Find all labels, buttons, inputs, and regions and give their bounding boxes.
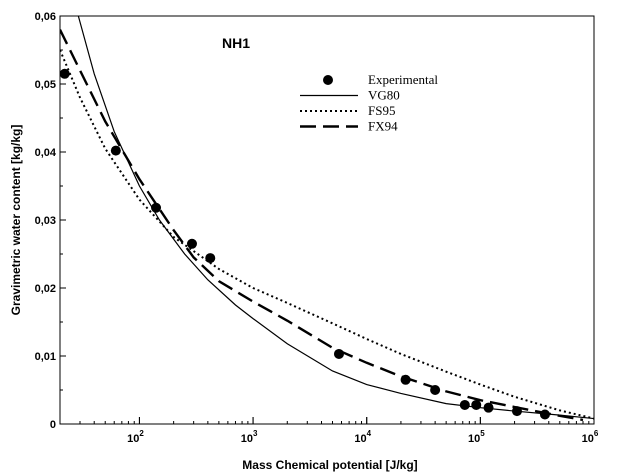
legend-label-fx94: FX94	[368, 119, 398, 134]
y-tick-label: 0,03	[35, 215, 56, 227]
x-tick-label: 104	[354, 429, 371, 445]
data-point-experimental	[59, 68, 70, 79]
data-point-experimental	[459, 399, 470, 410]
x-axis-label: Mass Chemical potential [J/kg]	[242, 458, 417, 472]
series-line-fs95	[60, 49, 594, 420]
x-tick-label: 105	[468, 429, 485, 445]
chart-title: NH1	[222, 35, 250, 51]
y-tick-label: 0,01	[35, 351, 56, 363]
y-axis-label: Gravimetric water content [kg/kg]	[9, 125, 23, 316]
legend-marker-experimental	[323, 75, 333, 85]
data-point-experimental	[483, 402, 494, 413]
series-layer	[59, 16, 594, 422]
data-point-experimental	[205, 253, 216, 264]
axis-layer: 0 0,01 0,02 0,03 0,04 0,05 0,06 102 103 104 105 106	[35, 11, 599, 445]
data-point-experimental	[471, 399, 482, 410]
legend-label-vg80: VG80	[368, 88, 400, 103]
x-tick-label: 103	[241, 429, 258, 445]
y-tick-label: 0,04	[35, 147, 57, 159]
legend-label-experimental: Experimental	[368, 72, 438, 87]
series-line-fx94	[60, 29, 584, 422]
x-tick-label: 106	[582, 429, 599, 445]
data-point-experimental	[110, 145, 121, 156]
legend-label-fs95: FS95	[368, 103, 395, 118]
x-tick-label: 102	[127, 429, 144, 445]
y-tick-label: 0,05	[35, 79, 56, 91]
y-tick-label: 0	[50, 419, 56, 431]
y-tick-label: 0,02	[35, 283, 56, 295]
series-line-vg80	[77, 16, 594, 420]
y-tick-label: 0,06	[35, 11, 56, 23]
data-point-experimental	[186, 238, 197, 249]
